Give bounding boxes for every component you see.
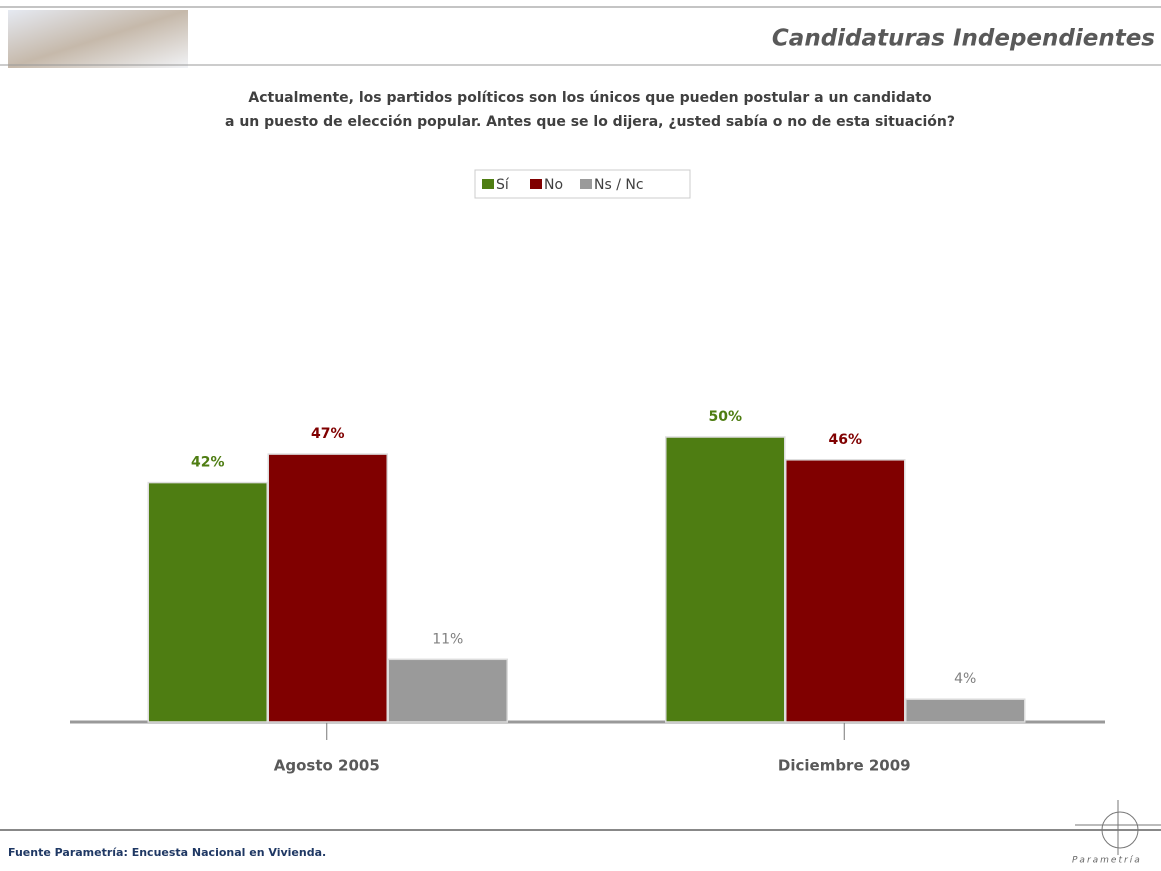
header-title: Candidaturas Independientes — [772, 26, 1155, 52]
title-line: Actualmente, los partidos políticos son … — [248, 90, 932, 106]
legend-label: Sí — [496, 177, 510, 193]
value-label: 50% — [708, 409, 742, 425]
bar — [387, 658, 508, 723]
header-photo — [8, 10, 188, 68]
value-label: 11% — [432, 631, 463, 647]
bar — [147, 481, 268, 723]
x-tick-label: Agosto 2005 — [274, 757, 380, 775]
legend-swatch — [530, 179, 542, 189]
value-label: 47% — [311, 426, 345, 442]
legend-swatch — [580, 179, 592, 189]
footer-source: Fuente Parametría: Encuesta Nacional en … — [8, 846, 326, 859]
bar — [905, 698, 1026, 723]
logo: Parametría — [1072, 800, 1161, 866]
bar — [785, 459, 906, 723]
value-label: 42% — [191, 455, 225, 471]
value-label: 4% — [954, 671, 976, 687]
x-tick-label: Diciembre 2009 — [778, 757, 911, 775]
bar — [267, 453, 388, 723]
logo-text: Parametría — [1072, 856, 1142, 866]
legend-label: No — [544, 177, 563, 193]
chart-title: Actualmente, los partidos políticos son … — [225, 90, 955, 130]
title-line: a un puesto de elección popular. Antes q… — [225, 114, 955, 130]
legend: Sí No Ns / Nc — [482, 177, 644, 193]
legend-label: Ns / Nc — [594, 177, 644, 193]
value-label: 46% — [828, 432, 862, 448]
legend-swatch — [482, 179, 494, 189]
plot: Agosto 2005 42% 47% 11% Diciembre 2009 50% 46%… — [70, 409, 1105, 775]
bar — [665, 436, 786, 723]
